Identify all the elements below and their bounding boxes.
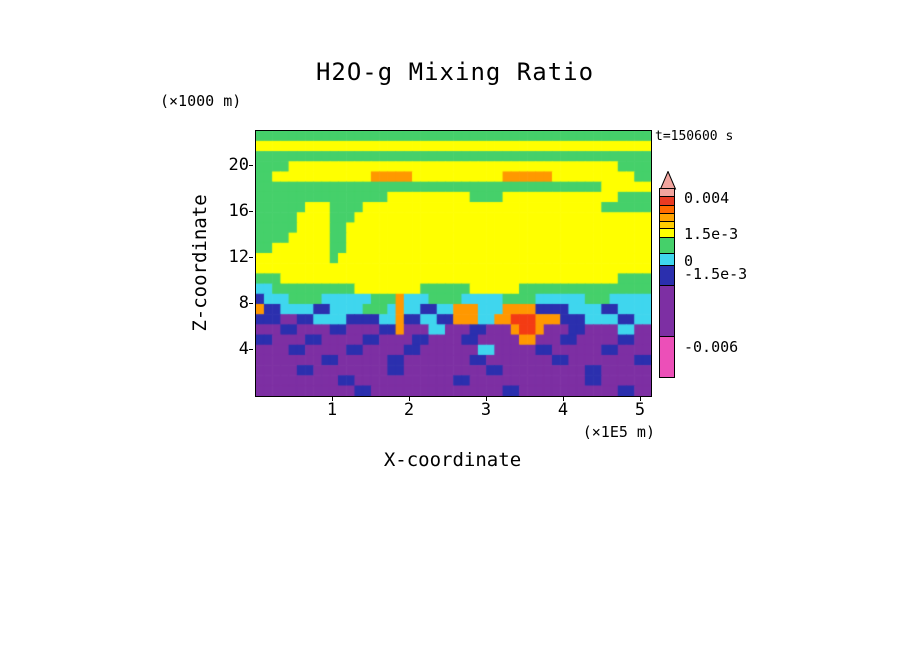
- x-tick-mark: [639, 397, 641, 401]
- y-tick-mark: [249, 210, 253, 212]
- y-tick-mark: [249, 256, 253, 258]
- colorbar-segment-blue: [659, 265, 675, 286]
- chart-title: H2O-g Mixing Ratio: [315, 58, 595, 86]
- x-tick-label: 5: [634, 400, 646, 420]
- colorbar-value-label: 0: [684, 252, 694, 270]
- x-axis-units-label: (×1E5 m): [582, 423, 655, 441]
- y-tick-label: 16: [228, 200, 249, 221]
- plot-area: [255, 130, 652, 397]
- colorbar-segment-purple: [659, 285, 675, 337]
- colorbar-value-label: 1.5e-3: [684, 225, 739, 243]
- x-tick-label: 3: [480, 400, 492, 420]
- colorbar: [659, 188, 675, 378]
- y-tick-mark: [249, 348, 253, 350]
- x-tick-mark: [408, 397, 410, 401]
- y-tick-mark: [249, 164, 253, 166]
- y-axis-units-label: (×1000 m): [160, 92, 242, 110]
- x-tick-mark: [562, 397, 564, 401]
- colorbar-value-label: 0.004: [684, 189, 730, 207]
- colorbar-value-label: -0.006: [684, 338, 739, 356]
- y-tick-label: 4: [238, 338, 249, 359]
- x-tick-label: 2: [403, 400, 415, 420]
- x-tick-mark: [331, 397, 333, 401]
- x-tick-label: 4: [557, 400, 569, 420]
- contour-field-canvas: [256, 131, 651, 396]
- y-tick-label: 8: [238, 292, 249, 313]
- y-tick-mark: [249, 302, 253, 304]
- time-annotation: t=150600 s: [655, 129, 734, 144]
- x-tick-label: 1: [326, 400, 338, 420]
- y-tick-label: 20: [228, 154, 249, 175]
- colorbar-segment-green: [659, 237, 675, 254]
- colorbar-segment-magenta: [659, 336, 675, 378]
- x-axis-label: X-coordinate: [383, 449, 522, 471]
- colorbar-value-label: -1.5e-3: [684, 265, 748, 283]
- y-tick-label: 12: [228, 246, 249, 267]
- x-tick-mark: [485, 397, 487, 401]
